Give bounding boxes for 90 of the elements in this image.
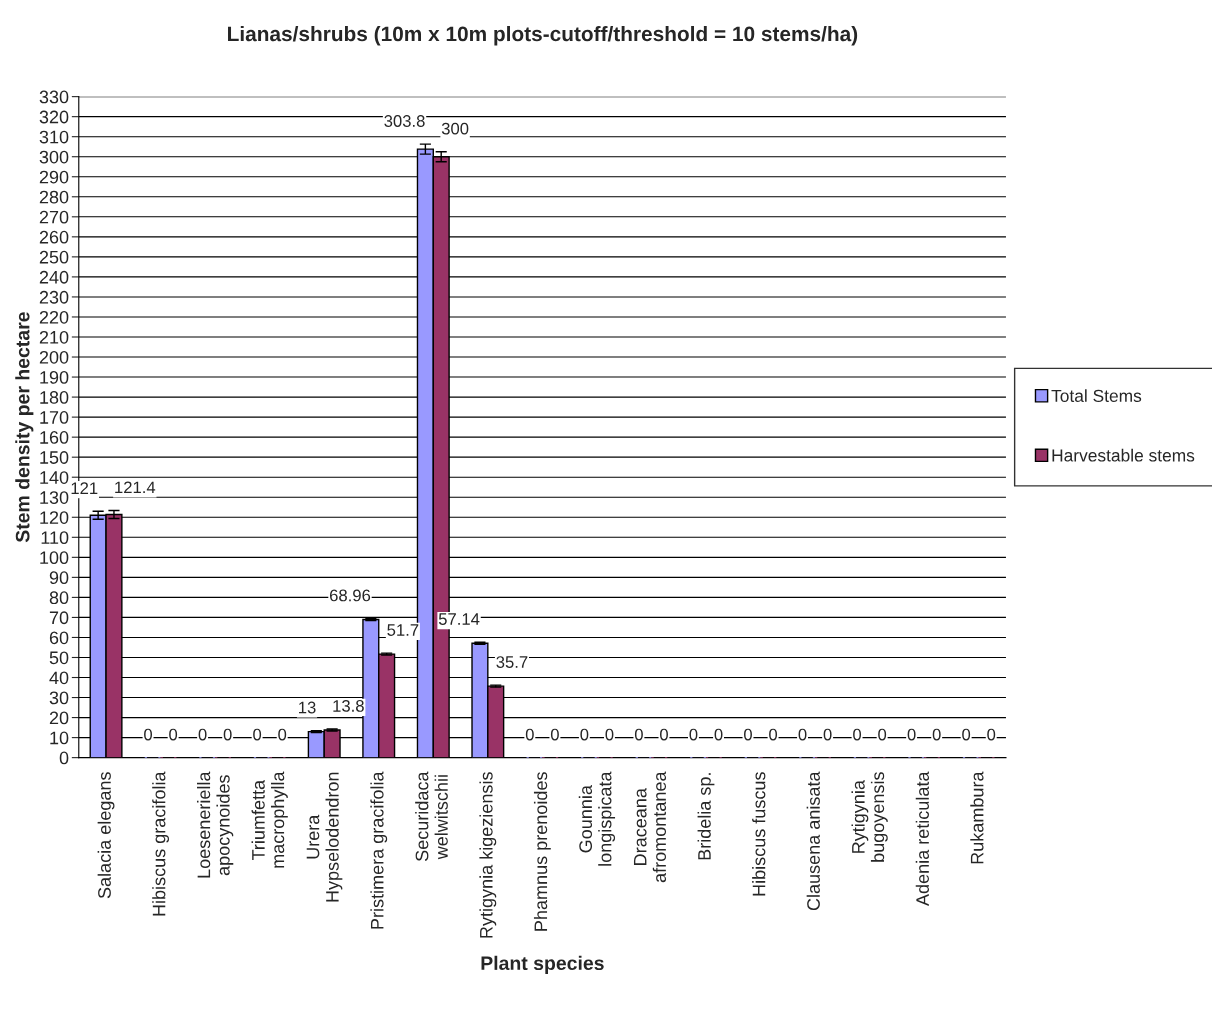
data-label: 0: [278, 728, 287, 741]
data-label: 0: [769, 728, 778, 741]
data-label: 0: [660, 728, 668, 741]
data-label: 0: [823, 728, 832, 741]
data-label: 0: [744, 728, 752, 741]
y-tick-label: 160: [40, 431, 69, 444]
legend-label: Harvestable stems: [1052, 448, 1195, 462]
data-label: 0: [798, 728, 807, 741]
legend-label: Total Stems: [1051, 389, 1142, 402]
x-tick-label: Pristimera gracifolia: [370, 771, 388, 929]
data-label: 35.7: [496, 656, 528, 668]
x-tick-label: Triumfetta macrophylla: [251, 771, 288, 868]
y-tick-label: 130: [40, 491, 69, 504]
data-label: 0: [198, 728, 207, 741]
x-tick-label: Bridelia sp.: [697, 773, 715, 860]
y-tick-label: 150: [40, 451, 69, 464]
y-tick-label: 80: [49, 591, 69, 605]
data-label: 0: [580, 728, 589, 741]
data-label: 0: [634, 728, 643, 741]
x-tick-label: Loeseneriella apocynoides: [196, 771, 234, 878]
y-tick-label: 300: [39, 150, 69, 164]
y-tick-label: 70: [49, 611, 69, 625]
data-label: 303.8: [384, 115, 425, 127]
y-tick-label: 320: [39, 110, 69, 124]
data-label: 0: [987, 728, 996, 741]
y-tick-label: 20: [49, 711, 69, 725]
x-tick-label: Salacia elegans: [97, 772, 115, 899]
y-tick-label: 270: [39, 210, 69, 224]
y-tick-label: 90: [49, 571, 69, 585]
y-tick-label: 260: [39, 230, 69, 244]
y-tick-label: 310: [39, 130, 69, 144]
y-tick-label: 220: [39, 310, 69, 324]
y-tick-label: 40: [49, 671, 69, 685]
y-tick-label: 100: [40, 551, 69, 565]
x-tick-label: Rytigynia bugoyensis: [851, 772, 888, 862]
data-label: 0: [714, 728, 723, 741]
data-label: 68.96: [329, 589, 371, 602]
y-tick-label: 0: [59, 751, 69, 765]
y-tick-label: 10: [50, 731, 69, 745]
data-label: 0: [932, 728, 941, 741]
y-tick-label: 120: [40, 511, 69, 524]
data-label: 121: [71, 482, 98, 494]
data-label: 0: [525, 728, 534, 741]
x-tick-label: Securidaca welwitschii: [415, 771, 448, 862]
x-tick-label: Adenia reticulata: [915, 771, 929, 906]
x-tick-label: Hibiscus fuscus: [752, 772, 766, 896]
x-tick-label: Clausena anisata: [806, 771, 820, 911]
x-tick-label: Rukambura: [970, 771, 984, 864]
y-tick-label: 200: [39, 350, 69, 364]
data-label: 0: [169, 728, 178, 741]
x-tick-label: Urera Hypselodendron: [306, 772, 343, 902]
data-label: 57.14: [438, 613, 480, 625]
x-tick-label: Draceana afromontanea: [633, 771, 667, 883]
data-label: 0: [605, 728, 614, 741]
data-label: 0: [878, 728, 887, 741]
y-tick-label: 180: [40, 391, 69, 404]
x-axis-title: Plant species: [481, 955, 604, 974]
y-tick-label: 280: [39, 190, 69, 204]
data-label: 13: [299, 701, 316, 714]
data-label: 121.4: [115, 481, 156, 494]
data-label: 0: [550, 728, 559, 741]
y-tick-label: 230: [39, 290, 69, 304]
y-tick-label: 250: [39, 250, 69, 264]
y-tick-label: 240: [39, 270, 69, 284]
data-label: 0: [962, 728, 971, 741]
y-tick-label: 110: [41, 531, 69, 545]
y-tick-label: 330: [39, 90, 69, 104]
data-label: 0: [223, 728, 232, 741]
data-label: 0: [144, 728, 153, 741]
chart-title: Lianas/shrubs (10m x 10m plots-cutoff/threshold = 10 stems/ha): [228, 25, 858, 46]
data-label: 0: [253, 728, 262, 741]
y-tick-label: 290: [39, 170, 69, 184]
data-label: 0: [907, 728, 916, 741]
data-label: 13.8: [333, 700, 364, 712]
y-tick-label: 170: [40, 411, 69, 424]
y-tick-label: 210: [39, 330, 69, 344]
y-tick-label: 60: [49, 631, 69, 645]
data-label: 0: [853, 728, 862, 741]
y-tick-label: 190: [40, 370, 69, 384]
data-label: 300: [441, 122, 469, 135]
x-tick-label: Rytigynia kigeziensis: [479, 772, 497, 938]
data-label: 51.7: [387, 624, 419, 636]
y-axis-title: Stem density per hectare: [15, 312, 34, 543]
data-label: 0: [689, 728, 698, 741]
y-tick-label: 50: [49, 651, 69, 665]
x-tick-label: Phamnus prenoides: [533, 772, 551, 931]
x-tick-label: Hibiscus gracifolia: [152, 771, 170, 916]
y-tick-label: 30: [49, 691, 69, 705]
x-tick-label: Gounnia longispicata: [578, 771, 616, 866]
y-tick-label: 140: [40, 471, 69, 484]
